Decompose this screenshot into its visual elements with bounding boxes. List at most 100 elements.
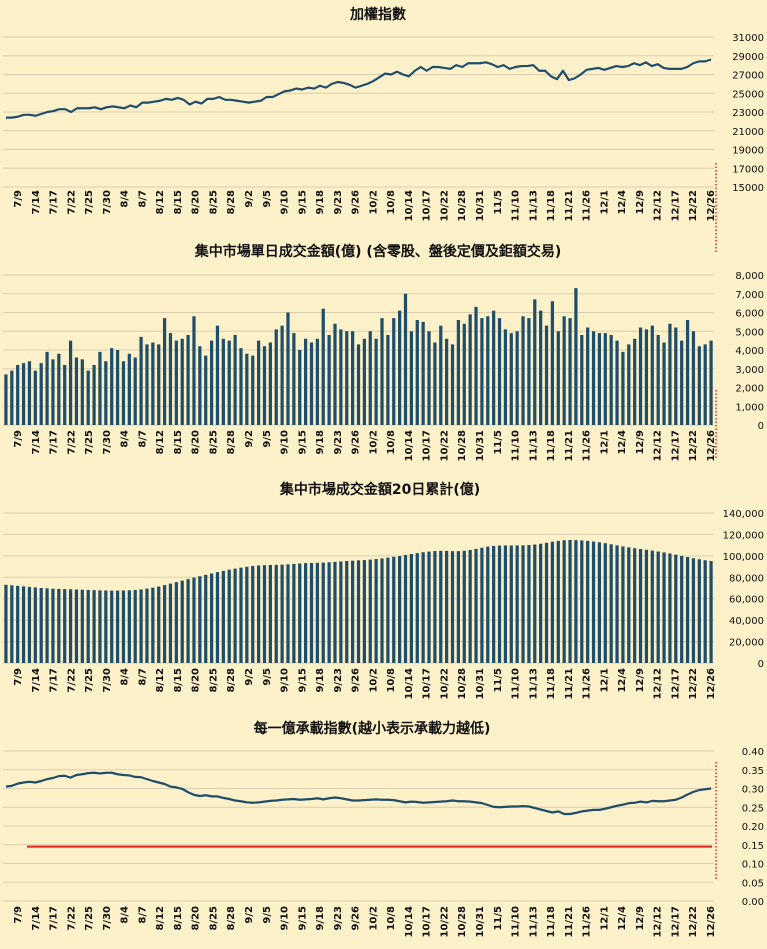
x-tick-label: 11/5 [493, 430, 504, 455]
x-tick-label: 8/25 [208, 668, 219, 693]
bar [415, 320, 419, 425]
bar [362, 338, 366, 425]
x-tick-label: 9/18 [315, 190, 326, 215]
bar [462, 550, 466, 663]
bar [151, 587, 155, 663]
chart-title: 加權指數 [349, 6, 406, 23]
bar [503, 545, 508, 663]
bar [139, 336, 143, 425]
x-tick-label: 8/28 [226, 190, 237, 215]
x-tick-label: 12/12 [653, 190, 664, 222]
bar [151, 342, 155, 425]
y-tick-label: 0.20 [742, 822, 764, 833]
x-tick-label: 12/4 [617, 430, 628, 455]
x-tick-label: 10/31 [475, 430, 486, 462]
y-tick-label: 80,000 [729, 573, 764, 584]
x-tick-label: 12/17 [670, 190, 681, 222]
bar [45, 351, 49, 425]
bar [303, 563, 308, 663]
x-tick-label: 10/14 [404, 906, 415, 938]
bar [403, 555, 408, 663]
bar [168, 333, 173, 425]
bar [162, 318, 167, 425]
bar [433, 551, 437, 663]
bar [662, 342, 666, 425]
bar [286, 564, 290, 663]
bar [550, 301, 555, 425]
bar [127, 590, 131, 663]
x-tick-label: 7/14 [31, 906, 42, 931]
bar [374, 338, 378, 425]
x-tick-label: 11/18 [546, 190, 557, 222]
bar [386, 335, 390, 425]
bar [374, 559, 378, 663]
bar [333, 561, 337, 663]
x-tick-label: 8/4 [120, 668, 131, 686]
bar [527, 545, 531, 663]
x-tick-label: 7/17 [49, 906, 60, 931]
bar [556, 540, 560, 663]
x-tick-label: 9/23 [333, 668, 344, 693]
bar [474, 548, 478, 663]
bar [368, 559, 372, 663]
bar [198, 576, 202, 663]
bar [403, 293, 408, 425]
bar [415, 553, 419, 663]
bar [198, 346, 202, 425]
bar [656, 551, 660, 663]
bar [386, 557, 390, 663]
bar [110, 348, 114, 425]
x-tick-label: 8/25 [208, 190, 219, 215]
x-tick-label: 11/18 [546, 906, 557, 938]
bar [486, 316, 490, 425]
bar [186, 579, 190, 663]
bar [580, 540, 584, 663]
bar [492, 310, 496, 425]
x-tick-label: 10/28 [457, 668, 468, 700]
x-tick-label: 9/10 [280, 906, 291, 931]
y-tick-label: 0.10 [742, 860, 764, 871]
bar [209, 340, 214, 425]
bar [133, 357, 137, 425]
x-tick-label: 11/10 [511, 906, 522, 938]
bar [221, 338, 225, 425]
bar [568, 318, 572, 425]
x-tick-label: 12/12 [653, 430, 664, 462]
bar [697, 346, 701, 425]
bar [274, 564, 278, 663]
x-tick-label: 9/15 [297, 190, 308, 215]
bar [662, 552, 666, 663]
x-tick-label: 10/8 [386, 906, 397, 931]
y-tick-label: 1,000 [735, 402, 764, 413]
bar [121, 361, 126, 425]
bar [503, 329, 508, 425]
y-tick-label: 3,000 [735, 365, 764, 376]
bar [562, 540, 566, 663]
x-tick-label: 9/5 [262, 668, 273, 686]
bar [486, 546, 490, 663]
bar [515, 331, 519, 425]
x-tick-label: 7/30 [102, 668, 113, 693]
bar [227, 569, 231, 663]
bar [633, 338, 637, 425]
bar [63, 365, 67, 425]
bar [180, 338, 184, 425]
bar [574, 540, 578, 663]
bar [139, 589, 143, 663]
bar [668, 553, 672, 663]
x-tick-label: 7/25 [84, 430, 95, 455]
x-tick-label: 12/17 [670, 668, 681, 700]
bar [703, 560, 707, 663]
bar [39, 588, 43, 663]
x-tick-label: 8/7 [137, 430, 148, 448]
x-tick-label: 10/14 [404, 430, 415, 462]
chart-title: 集中市場成交金額20日累計(億) [279, 481, 480, 498]
x-tick-label: 8/12 [155, 668, 166, 693]
bar [133, 589, 137, 663]
bar [239, 348, 243, 425]
bar [339, 561, 343, 663]
bar [4, 374, 8, 425]
x-tick-label: 9/23 [333, 906, 344, 931]
bar [239, 567, 243, 663]
x-tick-label: 9/2 [244, 906, 255, 924]
